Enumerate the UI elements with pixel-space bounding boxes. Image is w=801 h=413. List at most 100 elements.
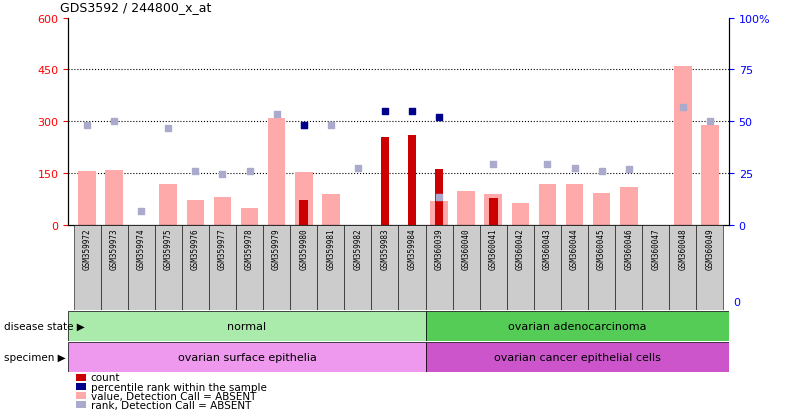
Text: GSM359977: GSM359977 [218,228,227,269]
Text: specimen ▶: specimen ▶ [4,352,66,362]
Bar [155,225,182,310]
Bar [457,191,475,225]
Bar [425,225,453,310]
Bar [344,225,372,310]
Point [297,122,310,128]
Text: GSM360044: GSM360044 [570,228,579,269]
Bar [317,225,344,310]
Bar [480,225,507,310]
Text: GSM360047: GSM360047 [651,228,660,269]
Point [677,105,690,112]
Point [541,161,553,168]
Bar [670,225,696,310]
Bar [701,126,718,225]
Text: count: count [91,373,120,382]
Bar [268,119,285,225]
Bar [380,137,389,225]
Bar [241,209,259,225]
Point [568,165,581,172]
Text: GSM359982: GSM359982 [353,228,362,269]
Point [703,119,716,125]
Text: GSM360039: GSM360039 [435,228,444,269]
Bar [534,225,561,310]
Bar [105,171,123,225]
Point [297,123,310,129]
Point [270,112,283,118]
Bar [68,311,426,341]
Bar [538,185,556,225]
Point [244,169,256,175]
Bar [182,225,209,310]
Bar [615,225,642,310]
Point [352,165,364,172]
Text: ovarian cancer epithelial cells: ovarian cancer epithelial cells [494,352,661,362]
Point [81,122,94,128]
Bar [214,197,231,225]
Bar [620,188,638,225]
Text: GSM360042: GSM360042 [516,228,525,269]
Bar [209,225,236,310]
Point [189,169,202,175]
Point [135,208,147,215]
Bar [485,195,502,225]
Text: GSM359978: GSM359978 [245,228,254,269]
Text: disease state ▶: disease state ▶ [4,321,85,331]
Bar [236,225,263,310]
Bar [426,342,729,372]
Bar [127,225,155,310]
Point [107,119,120,125]
Text: GSM360048: GSM360048 [678,228,687,269]
Bar [159,185,177,225]
Text: GSM359984: GSM359984 [408,228,417,269]
Bar [696,225,723,310]
Bar [295,173,312,225]
Bar [263,225,290,310]
Bar [74,225,101,310]
Bar [561,225,588,310]
Bar [372,225,399,310]
Bar [68,342,426,372]
Text: ovarian surface epithelia: ovarian surface epithelia [178,352,316,362]
Text: GSM359972: GSM359972 [83,228,91,269]
Text: GSM360046: GSM360046 [624,228,634,269]
Text: ovarian adenocarcinoma: ovarian adenocarcinoma [508,321,646,331]
Text: percentile rank within the sample: percentile rank within the sample [91,382,267,392]
Point [622,167,635,173]
Bar [642,225,670,310]
Point [433,194,445,201]
Bar [322,195,340,225]
Text: GSM360043: GSM360043 [543,228,552,269]
Text: GSM359976: GSM359976 [191,228,200,269]
Bar [78,172,96,225]
Bar [512,204,529,225]
Point [405,108,418,115]
Text: GDS3592 / 244800_x_at: GDS3592 / 244800_x_at [60,2,211,14]
Text: 0: 0 [733,297,740,307]
Text: GSM359981: GSM359981 [326,228,336,269]
Text: GSM359979: GSM359979 [272,228,281,269]
Point [162,126,175,132]
Point [379,108,392,115]
Text: GSM360040: GSM360040 [461,228,471,269]
Bar [426,311,729,341]
Text: GSM359975: GSM359975 [163,228,173,269]
Text: normal: normal [227,321,267,331]
Bar [588,225,615,310]
Text: GSM359980: GSM359980 [300,228,308,269]
Point [487,161,500,168]
Bar [101,225,127,310]
Point [595,169,608,175]
Text: GSM359974: GSM359974 [137,228,146,269]
Bar [399,225,425,310]
Bar [300,201,308,225]
Text: value, Detection Call = ABSENT: value, Detection Call = ABSENT [91,391,256,401]
Bar [489,198,497,225]
Bar [507,225,534,310]
Bar [435,169,444,225]
Text: GSM360049: GSM360049 [706,228,714,269]
Bar [674,67,692,225]
Text: rank, Detection Call = ABSENT: rank, Detection Call = ABSENT [91,400,251,410]
Bar [408,135,417,225]
Text: GSM360045: GSM360045 [597,228,606,269]
Bar [290,225,317,310]
